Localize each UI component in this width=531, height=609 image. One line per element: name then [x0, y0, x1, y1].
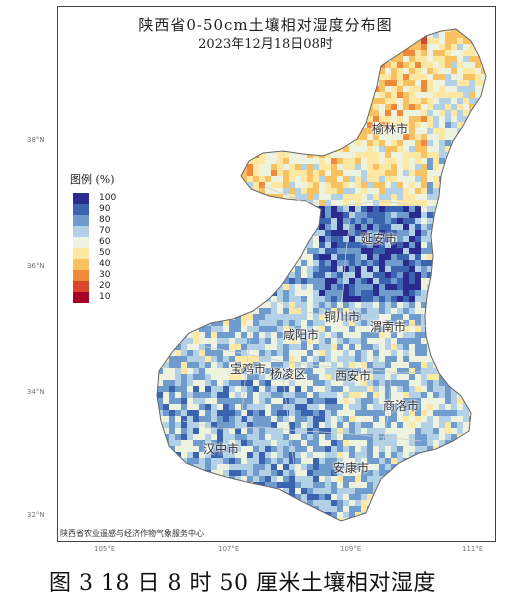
- map-frame: [57, 6, 496, 542]
- lat-tick: 34°N: [27, 388, 45, 396]
- legend-swatch: [73, 215, 89, 226]
- city-label-yangling: 杨凌区: [270, 367, 307, 381]
- legend-swatch: [73, 204, 89, 215]
- map-title: 陕西省0-50cm土壤相对湿度分布图: [138, 16, 393, 34]
- legend-label: 100: [99, 193, 117, 203]
- legend-swatch: [73, 281, 89, 292]
- lat-tick: 36°N: [27, 262, 45, 270]
- lat-tick: 38°N: [27, 136, 45, 144]
- legend-swatch: [73, 237, 89, 248]
- credit-text: 陕西省农业遥感与经济作物气象服务中心: [60, 529, 204, 538]
- legend-label: 10: [99, 292, 111, 302]
- city-label-weinan: 渭南市: [370, 320, 407, 334]
- legend-label: 80: [99, 215, 111, 225]
- legend-swatch: [73, 226, 89, 237]
- city-label-hanzhong: 汉中市: [203, 442, 240, 456]
- lon-tick: 109°E: [340, 545, 362, 553]
- city-label-yanan: 延安市: [361, 232, 398, 246]
- legend-swatch: [73, 248, 89, 259]
- city-label-xianyang: 咸阳市: [283, 328, 320, 342]
- city-label-baoji: 宝鸡市: [230, 362, 267, 376]
- figure-caption: 图 3 18 日 8 时 50 厘米土壤相对湿度: [49, 571, 436, 596]
- lon-tick: 111°E: [462, 545, 484, 553]
- legend-label: 40: [99, 259, 111, 269]
- city-label-tongchuan: 铜川市: [324, 310, 361, 324]
- legend-swatch: [73, 270, 89, 281]
- lon-tick: 105°E: [94, 545, 116, 553]
- legend-swatch: [73, 292, 89, 303]
- lat-tick: 32°N: [27, 511, 45, 519]
- legend-label: 70: [99, 226, 111, 236]
- soil-moisture-map: [156, 28, 487, 522]
- legend-label: 60: [99, 237, 111, 247]
- legend-label: 20: [99, 281, 111, 291]
- legend-label: 30: [99, 270, 111, 280]
- city-label-shangluo: 商洛市: [383, 399, 420, 413]
- city-label-ankang: 安康市: [333, 461, 370, 475]
- legend-swatch: [73, 193, 89, 204]
- legend-title: 图例 (%): [70, 173, 115, 186]
- map-subtitle: 2023年12月18日08时: [198, 37, 333, 52]
- legend-swatch: [73, 259, 89, 270]
- legend-label: 50: [99, 248, 111, 258]
- legend-label: 90: [99, 204, 111, 214]
- city-label-yulin: 榆林市: [372, 122, 409, 136]
- lon-tick: 107°E: [218, 545, 240, 553]
- city-label-xian: 西安市: [335, 369, 372, 383]
